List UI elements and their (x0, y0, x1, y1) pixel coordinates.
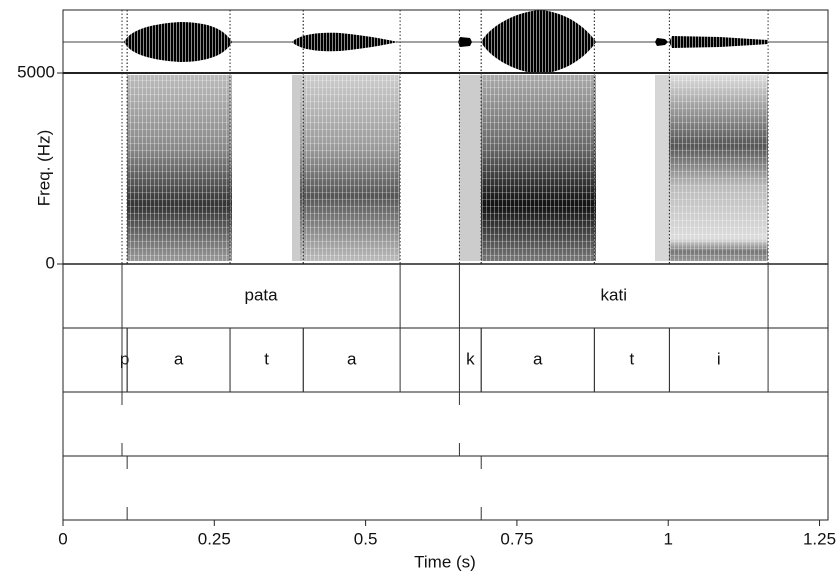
interval-label: kati (601, 285, 627, 304)
interval-label: a (347, 349, 357, 368)
y-tick-label: 5000 (17, 62, 55, 81)
spectrogram (127, 75, 768, 261)
x-tick-label: 0.5 (354, 529, 378, 548)
interval-label: t (264, 349, 269, 368)
x-tick-label: 0.75 (500, 529, 533, 548)
x-tick-label: 0.25 (198, 529, 231, 548)
x-tick-label: 1.25 (803, 529, 836, 548)
interval-label: a (533, 349, 543, 368)
y-axis-title: Freq. (Hz) (34, 130, 53, 207)
x-tick-label: 1 (663, 529, 672, 548)
interval-label: t (630, 349, 635, 368)
x-tick-label: 0 (58, 529, 67, 548)
interval-label: a (174, 349, 184, 368)
x-axis-title: Time (s) (414, 552, 476, 571)
y-tick-label: 0 (46, 253, 55, 272)
interval-label: k (466, 349, 475, 368)
frame (62, 9, 829, 521)
interval-label: pata (245, 285, 279, 304)
interval-label: i (717, 349, 721, 368)
interval-label: p (120, 349, 129, 368)
waveform (63, 10, 828, 74)
